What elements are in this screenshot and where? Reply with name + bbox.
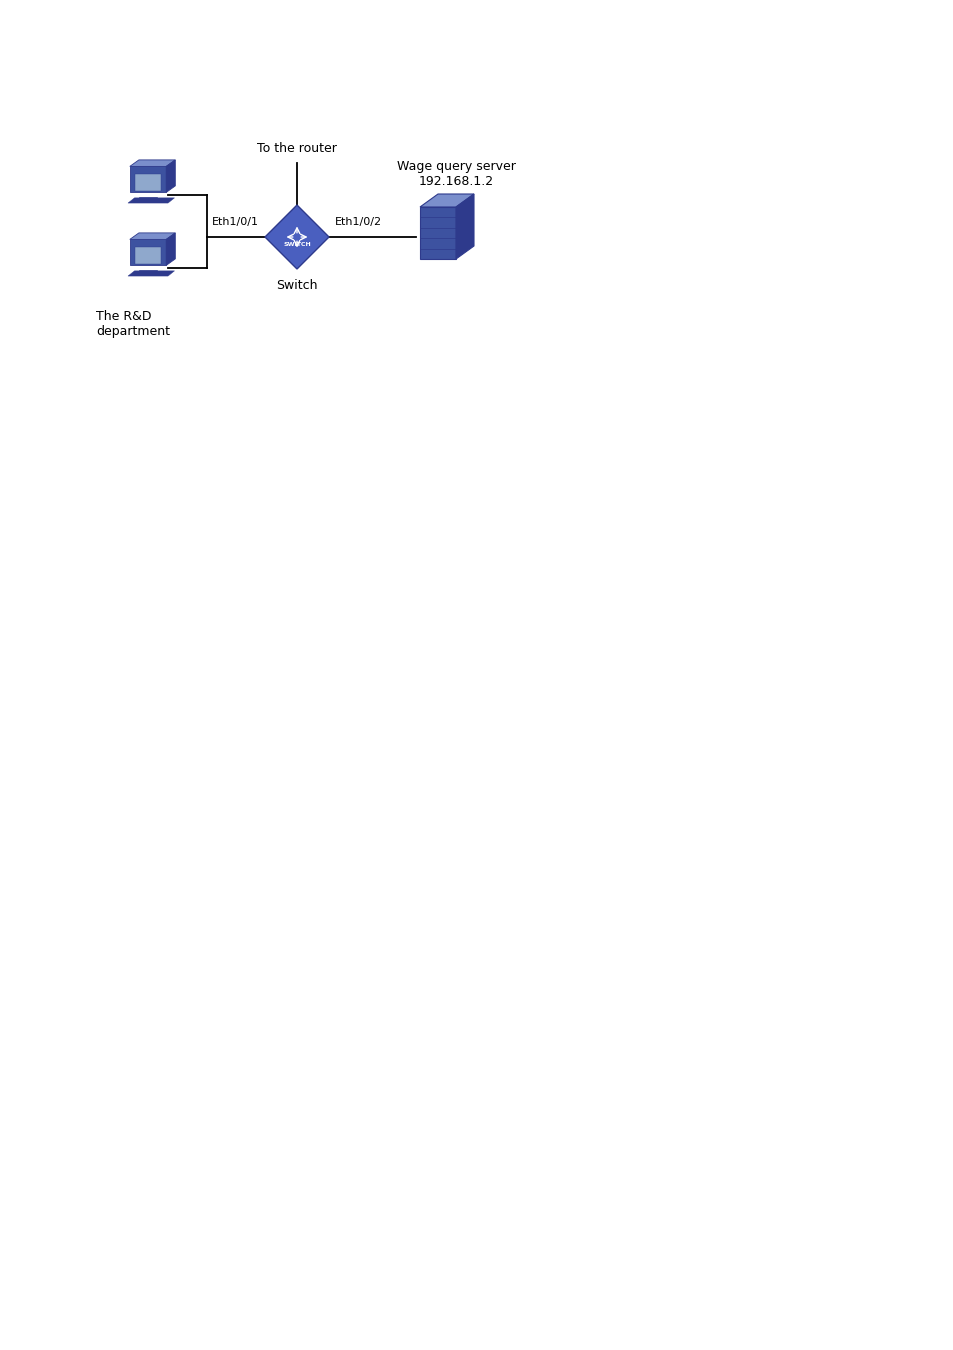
Text: Wage query server: Wage query server	[396, 161, 515, 173]
Polygon shape	[419, 207, 456, 259]
Text: Eth1/0/1: Eth1/0/1	[212, 217, 258, 227]
Polygon shape	[130, 166, 166, 193]
Polygon shape	[166, 159, 175, 193]
Polygon shape	[139, 197, 157, 201]
Polygon shape	[265, 205, 329, 269]
Polygon shape	[128, 198, 174, 202]
Polygon shape	[130, 239, 166, 266]
Polygon shape	[134, 247, 161, 265]
Polygon shape	[130, 234, 175, 239]
Polygon shape	[128, 271, 174, 275]
Text: SWITCH: SWITCH	[283, 243, 311, 247]
Text: Eth1/0/2: Eth1/0/2	[335, 217, 382, 227]
Text: To the router: To the router	[256, 142, 336, 155]
Text: Switch: Switch	[276, 279, 317, 292]
Polygon shape	[130, 159, 175, 166]
Polygon shape	[419, 194, 474, 207]
Text: 192.168.1.2: 192.168.1.2	[418, 176, 493, 188]
Polygon shape	[134, 174, 161, 192]
Polygon shape	[456, 194, 474, 259]
Polygon shape	[166, 234, 175, 266]
Polygon shape	[139, 270, 157, 275]
Text: The R&D
department: The R&D department	[96, 310, 170, 338]
